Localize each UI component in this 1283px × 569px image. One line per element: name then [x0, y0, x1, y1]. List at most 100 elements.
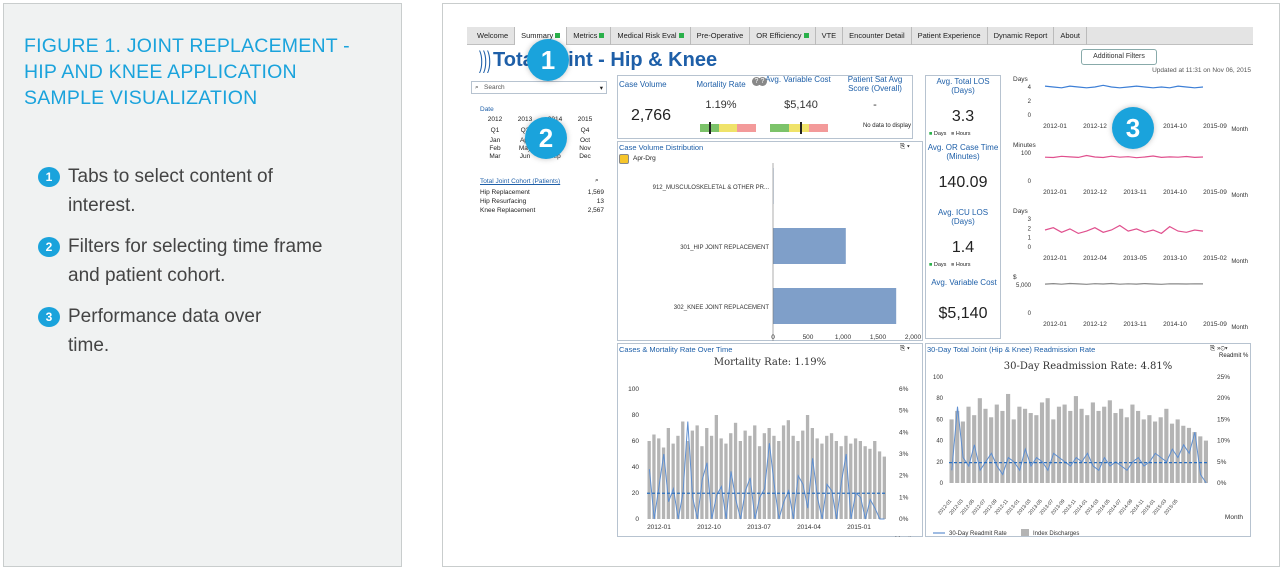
y-tick-label: 20	[632, 490, 640, 497]
year-option[interactable]: 2015	[577, 116, 593, 123]
hours-option[interactable]: Hours	[955, 262, 971, 268]
tab-encounter-detail[interactable]: Encounter Detail	[843, 27, 912, 45]
tab-metrics[interactable]: Metrics	[567, 27, 612, 45]
year-option[interactable]: 2013	[517, 116, 533, 123]
x-tick-label: 1,500	[870, 334, 887, 341]
x-tick-label: 2012-01	[1043, 321, 1067, 328]
tab-vte[interactable]: VTE	[816, 27, 844, 45]
legend-number-1: 1	[38, 167, 60, 187]
month-option[interactable]: Mar	[489, 153, 501, 160]
dashboard: Welcome Summary Metrics Medical Risk Eval Pr…	[467, 27, 1253, 543]
icu-los-value: 1.4	[951, 239, 975, 256]
month-option[interactable]: Jan	[489, 137, 501, 144]
y2-tick-label: 0%	[1217, 480, 1227, 487]
month-option[interactable]: Oct	[579, 137, 591, 144]
mortality-rate-line	[648, 421, 885, 520]
kpi-panel	[617, 75, 913, 139]
index-discharges-bar	[1096, 410, 1101, 483]
pat-sat-note: No data to display	[862, 123, 911, 129]
refresh-icon[interactable]	[619, 154, 629, 164]
tab-welcome[interactable]: Welcome	[471, 27, 516, 45]
cohort-row[interactable]: Knee Replacement 2,567	[480, 206, 604, 215]
help-icon[interactable]: ?	[752, 77, 761, 86]
cohort-row[interactable]: Hip Replacement 1,569	[480, 188, 604, 197]
tab-label: VTE	[821, 31, 837, 40]
tab-label: Metrics	[573, 31, 598, 40]
case-volume-bar	[748, 435, 752, 519]
index-discharges-bar	[977, 398, 982, 483]
index-discharges-bar	[1045, 398, 1050, 483]
search-input[interactable]: ⌕ Search ▾	[471, 81, 607, 94]
index-discharges-bar	[1164, 408, 1169, 483]
index-discharges-bar	[1090, 402, 1095, 483]
x-tick-label: 2015-02	[1203, 255, 1227, 262]
tab-label: About	[1060, 31, 1080, 40]
y-tick-label: 3	[1028, 217, 1032, 223]
search-icon[interactable]: ⌕	[595, 177, 599, 184]
gauge-marker	[800, 122, 802, 134]
trend-unit-label: Minutes	[1013, 142, 1037, 149]
x-tick-label: 2014-04	[797, 524, 821, 531]
menu-icon[interactable]: ⎘ »⊙▾	[1210, 345, 1228, 352]
month-option[interactable]: Jun	[519, 153, 531, 160]
year-option[interactable]: 2012	[487, 116, 503, 123]
tab-label: Patient Experience	[917, 31, 981, 40]
index-discharges-bar	[1051, 419, 1056, 483]
cohort-name: Knee Replacement	[480, 207, 536, 214]
legend-item-3: 3 Performance data over time.	[38, 302, 368, 360]
icu-unit-toggle[interactable]: ■ Days ■ Hours	[929, 262, 971, 268]
cohort-list: Hip Replacement 1,569 Hip Resurfacing 13 Kne…	[480, 188, 604, 215]
tab-pre-operative[interactable]: Pre-Operative	[691, 27, 751, 45]
month-option[interactable]: Feb	[489, 145, 501, 152]
month-option[interactable]: Dec	[579, 153, 591, 160]
y-tick-label: 2	[1028, 226, 1032, 232]
case-volume-bar	[681, 421, 685, 519]
case-volume-bar	[709, 435, 714, 519]
case-volume-bar	[786, 420, 790, 519]
pat-sat-value: -	[873, 99, 877, 111]
tab-label: OR Efficiency	[756, 31, 802, 40]
quarter-option[interactable]: Q4	[580, 127, 590, 134]
trend-line	[1044, 154, 1204, 159]
days-option[interactable]: Days	[933, 262, 947, 268]
cost-gauge	[770, 124, 828, 132]
hours-option[interactable]: Hours	[955, 131, 971, 137]
cohort-count: 13	[596, 198, 604, 205]
mortality-rate-headline: Mortality Rate: 1.19%	[713, 357, 827, 368]
case-volume-bar	[863, 446, 867, 519]
tab-dynamic-report[interactable]: Dynamic Report	[988, 27, 1055, 45]
tab-about[interactable]: About	[1054, 27, 1087, 45]
index-discharges-bar	[972, 415, 977, 483]
or-case-value: 140.09	[938, 174, 988, 191]
bar-category-label: 912_MUSCULOSKELETAL & OTHER PR...	[653, 185, 770, 191]
distribution-chart: 912_MUSCULOSKELETAL & OTHER PR... 301_HIP…	[653, 163, 922, 341]
index-discharges-bar	[1000, 410, 1005, 483]
y-tick-label: 20	[936, 460, 943, 466]
mortality-chart: 100 80 60 40 20 0 6% 5% 4% 3% 2% 1% 0% 2012-01 2012-10…	[628, 386, 913, 537]
index-discharges-bar	[1198, 436, 1203, 483]
cohort-row[interactable]: Hip Resurfacing 13	[480, 197, 604, 206]
index-discharges-bar	[1062, 404, 1067, 483]
case-volume-bar	[877, 451, 882, 519]
quarter-option[interactable]: Q2	[520, 127, 530, 134]
tab-medical-risk-eval[interactable]: Medical Risk Eval	[611, 27, 691, 45]
help-icon[interactable]: ?	[758, 77, 767, 86]
quarter-option[interactable]: Q1	[490, 127, 500, 134]
index-discharges-bar	[1181, 425, 1186, 483]
updated-timestamp: Updated at 11:31 on Nov 06, 2015	[1152, 67, 1251, 74]
status-dot-icon	[555, 33, 561, 38]
additional-filters-button[interactable]: Additional Filters	[1081, 49, 1157, 65]
month-option[interactable]: Nov	[579, 145, 591, 152]
days-option[interactable]: Days	[933, 131, 947, 137]
menu-icon[interactable]: ⎘ ▾	[900, 345, 910, 352]
los-unit-toggle[interactable]: ■ Days ■ Hours	[929, 131, 971, 137]
tab-or-efficiency[interactable]: OR Efficiency	[750, 27, 816, 45]
y-tick-label: 5,000	[1016, 283, 1032, 289]
bar-category-label: 301_HIP JOINT REPLACEMENT	[680, 245, 769, 251]
month-option[interactable]: May	[518, 145, 532, 152]
y-tick-label: 40	[936, 439, 943, 445]
tab-patient-experience[interactable]: Patient Experience	[912, 27, 988, 45]
x-tick-label: 2014-10	[1163, 123, 1187, 130]
y-tick-label: 0	[635, 516, 639, 523]
menu-icon[interactable]: ⎘ ▾	[900, 143, 910, 150]
